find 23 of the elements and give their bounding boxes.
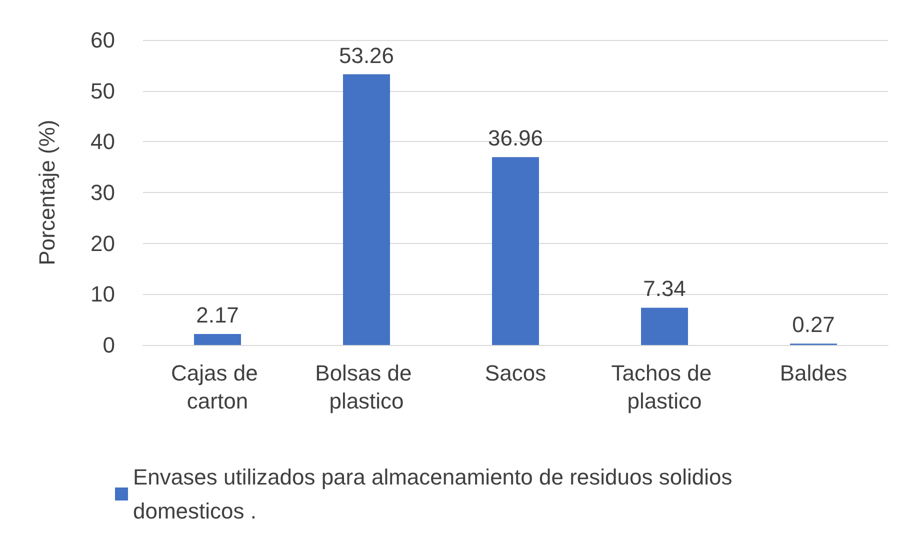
- x-tick-label: Sacos: [484, 360, 546, 386]
- bar: [343, 74, 390, 345]
- y-axis-title: Porcentaje (%): [34, 120, 60, 266]
- bar: [641, 308, 688, 345]
- data-label: 53.26: [338, 42, 394, 68]
- y-tick-label: 10: [90, 282, 115, 307]
- legend-label: Envases utilizados para almacenamiento de residuos solidios domesticos .: [133, 464, 738, 524]
- x-tick-label: Tachos de plastico: [611, 360, 718, 414]
- x-tick-label: Bolsas de plastico: [315, 360, 418, 414]
- y-tick-label: 0: [102, 332, 115, 358]
- y-tick-label: 20: [90, 230, 115, 256]
- y-tick-label: 40: [90, 129, 115, 154]
- data-label: 2.17: [196, 302, 239, 328]
- bar: [492, 157, 539, 345]
- y-tick-label: 30: [90, 180, 115, 205]
- x-tick-label: Cajas de carton: [171, 360, 264, 414]
- y-tick-label: 60: [90, 28, 115, 52]
- x-tick-label: Baldes: [780, 360, 848, 386]
- bar: [194, 334, 241, 345]
- data-label: 7.34: [643, 276, 686, 302]
- data-label: 0.27: [792, 312, 835, 338]
- data-label: 36.96: [488, 126, 544, 151]
- y-tick-label: 50: [90, 78, 115, 104]
